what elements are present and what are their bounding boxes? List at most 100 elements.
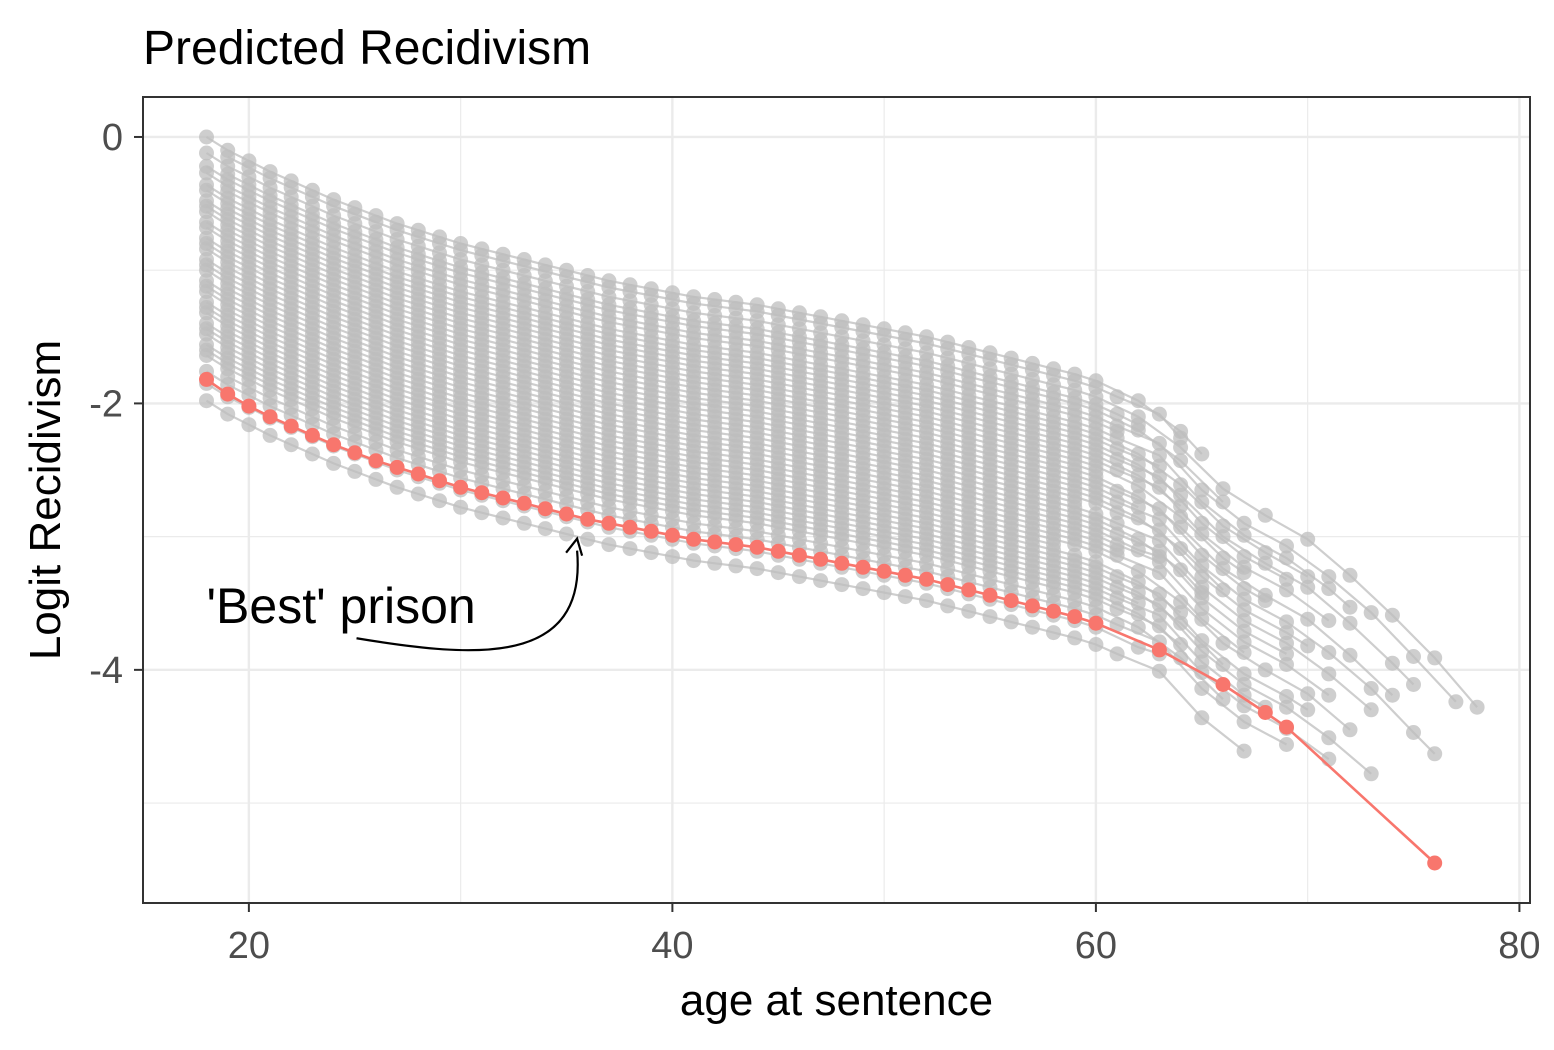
annotation-label: 'Best' prison (207, 578, 476, 634)
background-point (1342, 647, 1358, 663)
background-point (1236, 565, 1252, 581)
background-point (1151, 447, 1167, 463)
highlight-point (516, 495, 532, 511)
background-point (1215, 561, 1231, 577)
background-point (1151, 479, 1167, 495)
highlight-point (580, 511, 596, 527)
highlight-point (876, 563, 892, 579)
background-point (1342, 599, 1358, 615)
highlight-point (897, 567, 913, 583)
background-point (1109, 646, 1125, 662)
highlight-point (410, 466, 426, 482)
highlight-point (389, 459, 405, 475)
background-point (1173, 594, 1189, 610)
background-point (1215, 518, 1231, 534)
background-point (1279, 614, 1294, 630)
background-point (1215, 494, 1231, 510)
background-point (1024, 619, 1040, 635)
x-tick-label: 40 (651, 925, 693, 967)
background-point (1384, 687, 1400, 703)
highlight-point (813, 551, 829, 567)
background-point (1363, 766, 1379, 782)
background-point (1130, 478, 1146, 494)
background-point (1469, 699, 1485, 715)
highlight-point (283, 418, 299, 434)
background-point (495, 510, 511, 526)
background-point (1215, 635, 1231, 651)
background-point (199, 241, 214, 257)
background-point (1279, 582, 1294, 598)
background-point (834, 577, 850, 593)
background-point (199, 220, 214, 236)
background-point (1194, 494, 1210, 510)
background-point (1321, 645, 1337, 660)
background-point (855, 581, 871, 597)
background-point (199, 145, 214, 161)
background-point (1173, 509, 1189, 525)
background-point (1151, 469, 1167, 485)
background-point (961, 603, 977, 619)
background-point (686, 553, 702, 569)
background-point (1194, 547, 1210, 563)
background-series-line (205, 247, 1436, 755)
background-point (1342, 567, 1358, 583)
background-point (1236, 591, 1252, 607)
background-point (199, 326, 214, 342)
highlight-point (1024, 598, 1040, 614)
background-point (1279, 550, 1294, 566)
background-point (304, 446, 320, 462)
background-series-line (205, 327, 1224, 666)
background-point (1151, 511, 1167, 527)
background-point (1067, 537, 1083, 553)
background-point (1088, 495, 1104, 511)
x-tick-label: 80 (1498, 925, 1540, 967)
highlight-point (749, 539, 765, 555)
highlight-point (834, 555, 850, 571)
highlight-point (1046, 603, 1061, 619)
chart-title: Predicted Recidivism (143, 22, 591, 75)
background-point (1173, 519, 1189, 535)
background-point (326, 426, 342, 442)
background-point (241, 417, 257, 433)
background-point (1130, 563, 1146, 579)
highlight-point (347, 445, 363, 461)
background-point (1363, 681, 1379, 696)
background-point (1257, 507, 1273, 523)
background-point (1151, 565, 1167, 581)
background-point (1067, 630, 1083, 646)
background-point (791, 569, 807, 585)
background-point (770, 565, 786, 581)
background-point (1173, 605, 1189, 621)
background-point (664, 549, 680, 565)
background-point (1151, 435, 1167, 451)
highlight-point (432, 473, 447, 489)
annotation: 'Best' prison (207, 536, 584, 652)
background-point (1173, 487, 1189, 503)
background-point (1279, 737, 1294, 752)
highlight-point (855, 559, 871, 575)
background-point (347, 434, 363, 450)
background-point (1151, 533, 1167, 549)
background-point (1109, 505, 1125, 521)
background-point (1151, 458, 1167, 474)
background-point (1215, 481, 1231, 497)
highlight-point (262, 409, 278, 425)
highlight-point (1257, 705, 1273, 720)
highlight-point (961, 582, 977, 598)
highlight-point (241, 398, 257, 414)
highlight-point (707, 534, 723, 550)
background-point (1151, 618, 1167, 634)
background-point (262, 398, 278, 414)
highlight-point (326, 437, 342, 453)
background-point (1300, 702, 1316, 718)
background-point (368, 471, 384, 487)
highlight-point (1151, 642, 1167, 658)
background-point (1384, 655, 1400, 671)
background-point (1236, 549, 1252, 565)
panel-border (142, 96, 1531, 904)
background-point (1427, 650, 1443, 666)
background-series-group (199, 129, 1485, 782)
annotation-arrowhead (565, 536, 584, 556)
x-axis: 20 40 60 80 (228, 903, 1541, 967)
background-point (1088, 543, 1104, 559)
